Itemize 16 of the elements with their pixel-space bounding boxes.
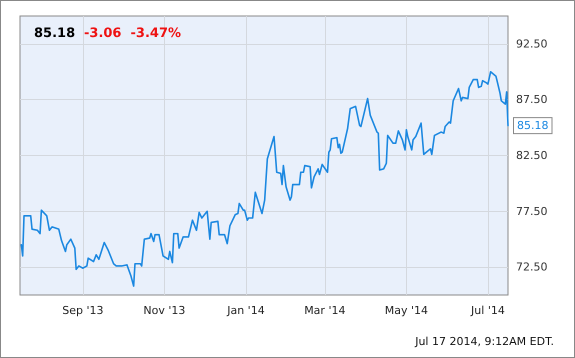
text: 85.18 xyxy=(34,26,76,41)
y-tick-label: 77.50 xyxy=(516,204,548,218)
text: Jul 17 2014, 9:12AM EDT. xyxy=(414,335,554,348)
x-tick-label: Jan '14 xyxy=(226,304,265,317)
y-tick-label: 92.50 xyxy=(516,37,548,50)
annotation: 85.18 xyxy=(517,119,548,132)
y-tick-label: 87.50 xyxy=(516,93,548,106)
x-tick-label: May '14 xyxy=(384,304,428,317)
x-tick-label: Nov '13 xyxy=(143,304,186,317)
x-tick-label: Mar '14 xyxy=(304,304,346,317)
y-tick-label: 72.50 xyxy=(516,260,548,274)
line-series xyxy=(20,71,509,287)
text: -3.06 -3.47% xyxy=(84,26,182,41)
y-tick-label: 82.50 xyxy=(516,149,548,162)
x-tick-label: Jul '14 xyxy=(470,304,505,317)
x-tick-label: Sep '13 xyxy=(62,304,104,317)
